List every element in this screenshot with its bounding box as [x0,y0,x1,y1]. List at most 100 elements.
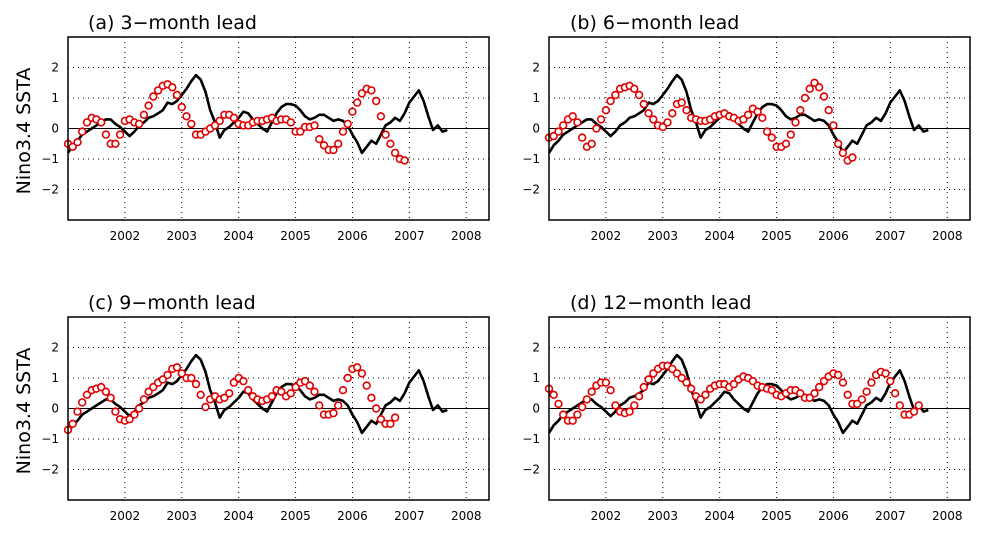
forecast-point [172,363,182,372]
forecast-point [130,410,139,419]
forecast-point [400,156,409,165]
y-tick-label: 0 [51,402,59,416]
ylabel-bottom: Nino3.4 SSTA [13,348,35,475]
forecast-point [800,93,810,103]
forecast-point [139,395,149,404]
forecast-point [315,135,324,144]
forecast-point [390,148,400,158]
observed-series-line [547,353,929,435]
forecast-point [630,401,639,410]
x-tick-label: 2007 [394,509,425,523]
forecast-point [182,112,191,121]
forecast-point [215,116,224,126]
y-tick-label: 1 [532,371,540,385]
forecast-point [838,378,848,387]
forecast-point [791,118,800,127]
x-tick-label: 2006 [337,509,368,523]
forecast-point [909,407,919,416]
forecast-point [357,369,367,378]
forecast-point [372,404,381,413]
forecast-point [762,127,772,136]
forecast-point [381,130,390,139]
forecast-point [191,379,201,389]
forecast-point [163,370,172,380]
x-tick-label: 2007 [875,229,906,243]
forecast-point [390,413,400,422]
y-tick-label: −2 [522,463,540,477]
forecast-point [805,84,814,94]
forecast-point [611,401,620,410]
forecast-point [554,399,563,409]
forecast-point [244,386,253,395]
forecast-point [376,112,386,121]
forecast-point [338,127,348,136]
forecast-point [857,395,867,404]
panel-a: (a) 3−month lead 2002 2003 2004 2005 2006 200… [41,12,490,243]
forecast-point [814,83,824,92]
forecast-point [334,401,343,410]
forecast-point [139,110,149,120]
forecast-point [867,378,876,387]
forecast-point [168,83,177,92]
forecast-point [767,133,776,142]
x-tick-label: 2005 [761,229,792,243]
panel-b: (b) 6−month lead 2002 2003 2004 2005 2006 200… [522,12,971,243]
forecast-point [229,113,239,123]
x-tick-label: 2006 [337,229,368,243]
y-tick-label: 1 [51,371,59,385]
plot-frame [548,316,971,501]
forecast-point [819,92,829,101]
forecast-point [895,401,904,410]
forecast-point [329,408,338,418]
y-tick-label: 2 [532,341,540,355]
y-tick-label: −2 [522,183,540,197]
x-tick-label: 2004 [223,229,254,243]
forecast-point [196,390,205,399]
forecast-point [814,382,824,392]
forecast-point [886,376,895,386]
forecast-point [357,89,367,98]
forecast-point [786,130,795,139]
forecast-point [201,402,210,412]
forecast-point [767,386,776,395]
forecast-point [601,378,611,387]
x-tick-label: 2004 [704,229,735,243]
forecast-point [568,416,577,425]
forecast-point [881,369,890,378]
x-tick-label: 2003 [648,509,679,523]
forecast-point [592,124,601,133]
forecast-point [606,96,615,106]
forecast-point [573,410,582,419]
forecast-point [315,401,324,410]
forecast-point [343,373,352,383]
panel-title: (d) 12−month lead [570,292,751,314]
x-tick-label: 2005 [761,509,792,523]
forecast-point [611,90,620,100]
forecast-point [338,386,348,395]
forecast-point [663,118,672,127]
forecast-point [630,84,639,94]
forecast-point [587,139,596,149]
plot-frame [67,316,490,501]
forecast-point [677,373,686,383]
forecast-point [334,139,343,149]
forecast-point [577,133,587,142]
x-tick-label: 2003 [167,509,198,523]
x-tick-label: 2002 [591,229,622,243]
forecast-point [73,138,82,147]
forecast-point [286,389,295,398]
x-tick-label: 2008 [932,509,963,523]
plot-frame [67,36,490,221]
forecast-point [582,395,592,404]
forecast-point [634,392,644,401]
x-tick-label: 2007 [394,229,425,243]
panel-d: (d) 12−month lead 2002 2003 2004 2005 2006 20… [522,292,971,523]
x-tick-label: 2003 [648,229,679,243]
forecast-point [386,419,395,428]
panel-c: (c) 9−month lead 2002 2003 2004 2005 2006 200… [41,292,490,523]
forecast-point [862,387,871,396]
y-tick-label: −1 [41,432,59,446]
forecast-point [573,118,582,127]
forecast-point [101,387,111,396]
forecast-point [758,113,767,123]
